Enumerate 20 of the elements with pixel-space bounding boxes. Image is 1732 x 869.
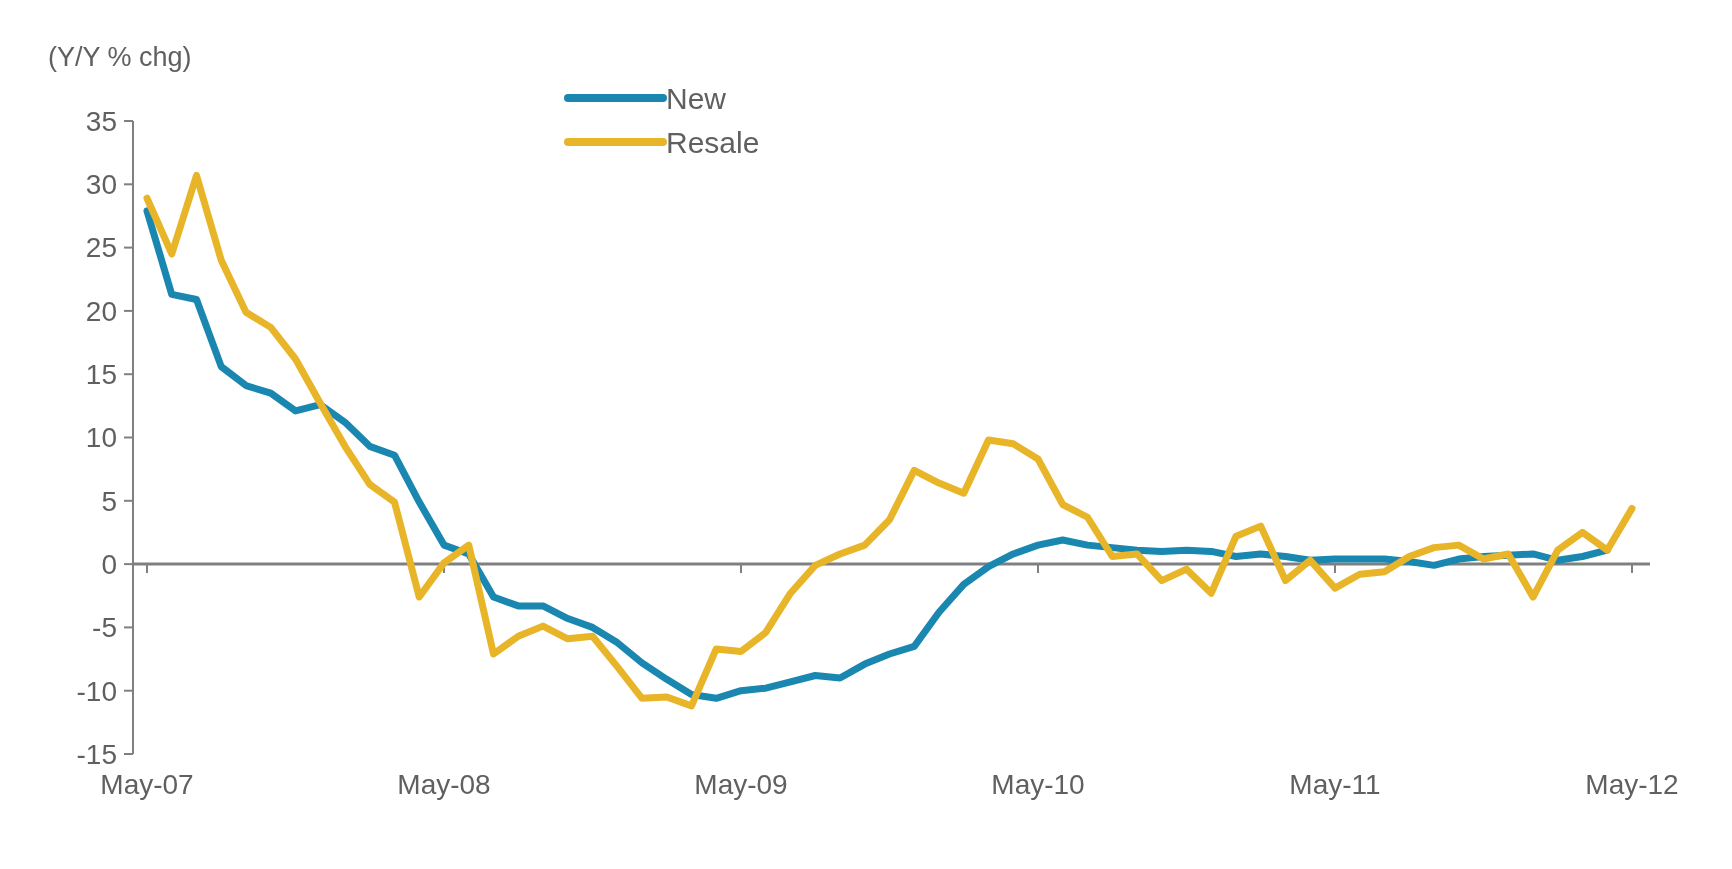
y-tick-label: -5 (92, 612, 117, 644)
y-tick-label: 0 (101, 548, 117, 580)
y-tick-label: 20 (85, 295, 117, 327)
y-tick-label: 35 (85, 105, 117, 137)
legend-label: Resale (666, 125, 760, 159)
x-tick-label: May-07 (100, 769, 194, 800)
y-tick-label: 25 (85, 232, 117, 264)
y-tick-label: 15 (85, 359, 117, 390)
y-tick-label: -15 (76, 738, 117, 770)
y-axis-title: (Y/Y % chg) (48, 42, 192, 72)
y-tick-label: 5 (101, 485, 117, 517)
y-tick-label: -10 (76, 675, 117, 707)
x-tick-label: May-08 (397, 769, 491, 800)
y-tick-label: 10 (85, 422, 117, 454)
x-tick-label: May-11 (1289, 769, 1381, 800)
legend-label: New (666, 81, 727, 115)
y-tick-label: 30 (85, 169, 117, 201)
x-tick-label: May-09 (694, 769, 788, 800)
x-tick-label: May-10 (991, 769, 1085, 800)
x-tick-label: May-12 (1585, 769, 1679, 800)
